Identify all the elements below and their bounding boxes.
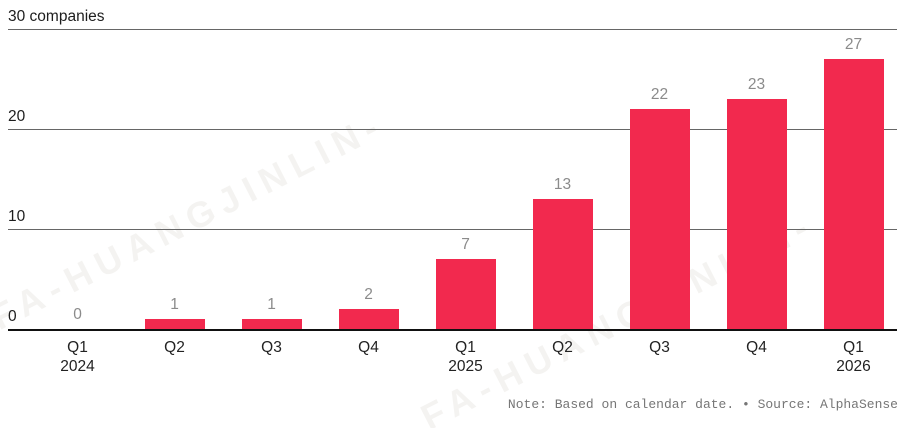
bar-q3 <box>629 109 690 329</box>
bar-value-label: 22 <box>650 86 669 103</box>
y-tick-label-20: 20 <box>8 108 26 125</box>
bar-value-label: 13 <box>553 176 572 193</box>
x-tick-year: 2025 <box>448 358 483 375</box>
y-tick-label-0: 0 <box>8 308 17 325</box>
bar-q4 <box>338 309 399 329</box>
bar-q2 <box>144 319 205 329</box>
x-tick-label: Q1 2025 <box>418 338 514 376</box>
x-tick-year: 2024 <box>60 358 95 375</box>
bar-q12026 <box>823 59 884 329</box>
x-tick-label: Q2 <box>552 339 573 356</box>
bar-value-label: 1 <box>267 296 276 313</box>
bar-value-label: 27 <box>844 36 863 53</box>
gridline-30 <box>8 29 897 30</box>
gridline-10 <box>8 229 897 230</box>
x-tick-label: Q4 <box>358 339 379 356</box>
bar-q3 <box>241 319 302 329</box>
bar-value-label: 0 <box>73 306 82 323</box>
y-tick-label-10: 10 <box>8 208 26 225</box>
x-tick-year: 2026 <box>836 358 871 375</box>
x-tick-label: Q3 <box>649 339 670 356</box>
x-tick-label: Q2 <box>164 339 185 356</box>
bar-value-label: 7 <box>461 236 470 253</box>
source-note: Note: Based on calendar date. • Source: … <box>507 397 898 412</box>
bar-q4 <box>726 99 787 329</box>
bar-value-label: 1 <box>170 296 179 313</box>
x-tick-label: Q1 2024 <box>30 338 126 376</box>
x-axis-line <box>8 329 897 331</box>
y-tick-label-30: 30 companies <box>8 8 105 25</box>
bar-q12025 <box>435 259 496 329</box>
x-tick-label: Q1 2026 <box>806 338 902 376</box>
x-tick-label: Q4 <box>746 339 767 356</box>
x-tick-label: Q3 <box>261 339 282 356</box>
gridline-20 <box>8 129 897 130</box>
plot-area: 0 10 20 30 companies 0 Q1 2024 1 Q2 1 Q3 2 Q4 7 Q1 2025… <box>8 9 897 375</box>
bar-value-label: 23 <box>747 76 766 93</box>
bar-q2 <box>532 199 593 329</box>
bar-value-label: 2 <box>364 286 373 303</box>
